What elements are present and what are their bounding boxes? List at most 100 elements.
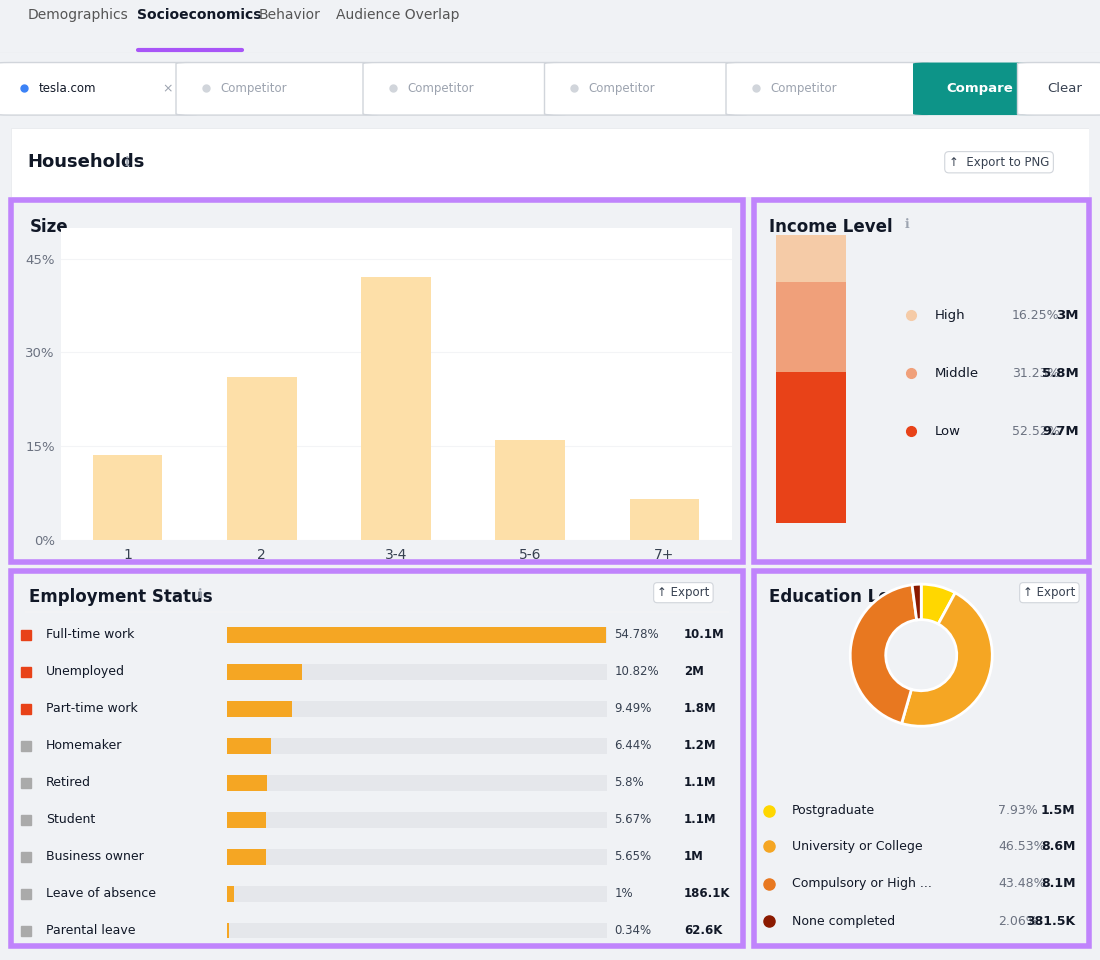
Text: 2M: 2M	[684, 665, 704, 679]
Bar	[227, 886, 607, 901]
Bar	[227, 775, 607, 791]
Bar	[92, 455, 163, 540]
Wedge shape	[902, 592, 992, 726]
Text: 0.34%: 0.34%	[615, 924, 651, 937]
Text: 9.49%: 9.49%	[615, 703, 652, 715]
Text: Clear: Clear	[1047, 82, 1081, 95]
Text: Competitor: Competitor	[588, 82, 656, 95]
Text: Postgraduate: Postgraduate	[792, 804, 876, 817]
Text: Student: Student	[46, 813, 96, 827]
Bar	[227, 886, 233, 901]
Text: Competitor: Competitor	[770, 82, 837, 95]
Text: 381.5K: 381.5K	[1026, 915, 1076, 927]
Text: 9.7M: 9.7M	[1043, 425, 1079, 438]
Text: Socioeconomics: Socioeconomics	[138, 8, 262, 22]
Text: 10.82%: 10.82%	[615, 665, 659, 679]
FancyBboxPatch shape	[544, 62, 748, 115]
Text: 186.1K: 186.1K	[684, 887, 730, 900]
Bar	[227, 849, 266, 865]
Text: 43.48%: 43.48%	[999, 877, 1046, 890]
Bar	[227, 627, 606, 642]
Text: Parental leave: Parental leave	[46, 924, 135, 937]
Text: Homemaker: Homemaker	[46, 739, 122, 753]
Text: ℹ: ℹ	[198, 588, 202, 601]
Text: tesla.com: tesla.com	[39, 82, 96, 95]
Text: 1.5M: 1.5M	[1041, 804, 1076, 817]
Bar	[227, 849, 607, 865]
Text: None completed: None completed	[792, 915, 895, 927]
Bar	[227, 701, 607, 717]
Text: Competitor: Competitor	[220, 82, 287, 95]
Text: Compare: Compare	[946, 82, 1013, 95]
FancyBboxPatch shape	[1018, 62, 1100, 115]
Bar	[227, 377, 297, 540]
Text: Leave of absence: Leave of absence	[46, 887, 156, 900]
Wedge shape	[850, 585, 916, 724]
FancyBboxPatch shape	[726, 62, 930, 115]
Text: ↑  Export to PNG: ↑ Export to PNG	[949, 156, 1049, 169]
Text: 1.1M: 1.1M	[684, 777, 716, 789]
Bar	[227, 738, 607, 754]
Text: Unemployed: Unemployed	[46, 665, 125, 679]
Text: ℹ: ℹ	[928, 588, 933, 601]
Bar	[777, 282, 846, 372]
Bar	[227, 923, 229, 939]
Text: 62.6K: 62.6K	[684, 924, 723, 937]
Text: 5.65%: 5.65%	[615, 851, 651, 863]
Text: 8.1M: 8.1M	[1041, 877, 1076, 890]
Text: 5.8%: 5.8%	[615, 777, 645, 789]
Text: Education Level: Education Level	[769, 588, 917, 606]
Wedge shape	[921, 584, 955, 624]
Text: 46.53%: 46.53%	[999, 840, 1046, 852]
Text: 31.23%: 31.23%	[1012, 367, 1059, 380]
Bar	[227, 664, 607, 680]
Bar	[495, 440, 565, 540]
Bar	[227, 812, 607, 828]
Text: Demographics: Demographics	[28, 8, 129, 22]
FancyBboxPatch shape	[176, 62, 380, 115]
Bar	[227, 812, 266, 828]
Text: Part-time work: Part-time work	[46, 703, 138, 715]
FancyBboxPatch shape	[913, 62, 1045, 115]
Text: Behavior: Behavior	[258, 8, 320, 22]
FancyBboxPatch shape	[363, 62, 566, 115]
Wedge shape	[912, 584, 922, 620]
Text: 10.1M: 10.1M	[684, 629, 725, 641]
Text: ↑ Export: ↑ Export	[1023, 587, 1076, 599]
Text: ×: ×	[162, 82, 173, 95]
Bar	[629, 499, 700, 540]
Text: Size: Size	[30, 218, 68, 236]
Text: Compulsory or High ...: Compulsory or High ...	[792, 877, 932, 890]
Text: ℹ: ℹ	[124, 156, 129, 169]
Text: Business owner: Business owner	[46, 851, 144, 863]
Bar	[777, 235, 846, 282]
FancyBboxPatch shape	[0, 62, 198, 115]
Text: 2.06%: 2.06%	[999, 915, 1038, 927]
Text: 7.93%: 7.93%	[999, 804, 1038, 817]
Text: 16.25%: 16.25%	[1012, 309, 1059, 322]
Bar	[227, 738, 272, 754]
Text: ↑ Export: ↑ Export	[657, 587, 710, 599]
Text: University or College: University or College	[792, 840, 923, 852]
Text: 1M: 1M	[684, 851, 704, 863]
Text: Audience Overlap: Audience Overlap	[336, 8, 459, 22]
FancyBboxPatch shape	[11, 128, 1089, 197]
Bar	[777, 372, 846, 523]
Text: Competitor: Competitor	[407, 82, 474, 95]
Text: 3M: 3M	[1056, 309, 1079, 322]
Bar	[227, 775, 267, 791]
Text: Retired: Retired	[46, 777, 91, 789]
Text: 5.8M: 5.8M	[1042, 367, 1079, 380]
Text: 6.44%: 6.44%	[615, 739, 652, 753]
Bar	[227, 664, 301, 680]
Text: ℹ: ℹ	[904, 218, 910, 230]
Bar	[227, 627, 607, 642]
Bar	[227, 923, 607, 939]
Text: Income Level: Income Level	[769, 218, 892, 236]
Text: 5.67%: 5.67%	[615, 813, 651, 827]
Text: 1.1M: 1.1M	[684, 813, 716, 827]
Text: High: High	[935, 309, 966, 322]
Text: Middle: Middle	[935, 367, 979, 380]
Bar	[227, 701, 293, 717]
Text: 1%: 1%	[615, 887, 634, 900]
